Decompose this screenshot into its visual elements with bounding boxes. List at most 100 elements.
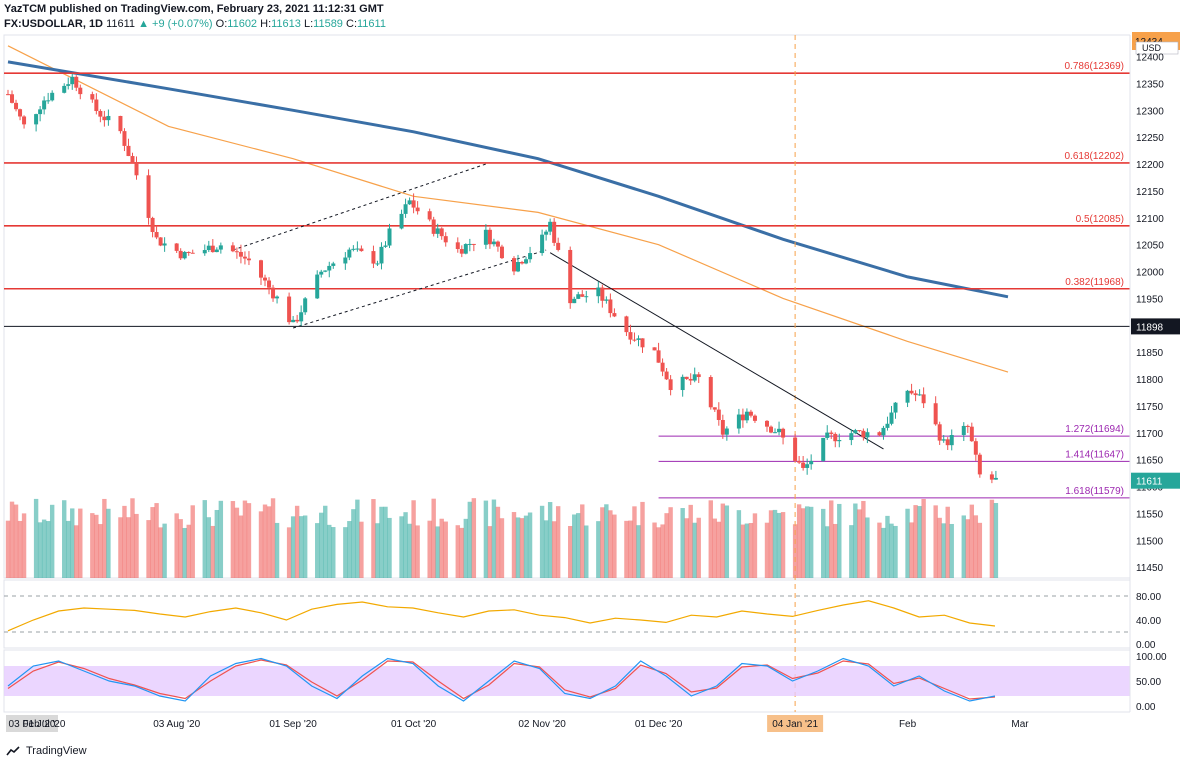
candle-body (977, 454, 982, 475)
tradingview-footer[interactable]: TradingView (6, 745, 87, 757)
currency-badge (1135, 41, 1179, 55)
volume-bar (435, 526, 440, 578)
volume-bar (439, 518, 444, 578)
candle-body (295, 319, 300, 322)
volume-bar (853, 503, 858, 578)
volume-bar (126, 517, 131, 578)
candle-body (516, 262, 521, 272)
current-price-label: 11611 (1136, 477, 1163, 488)
trendlines[interactable] (232, 163, 884, 450)
candle-body (829, 432, 834, 434)
volume-bar (499, 518, 505, 578)
support-line-label-bg (1131, 318, 1180, 335)
candle-body (973, 441, 978, 455)
candle-body (74, 76, 79, 88)
volume-bar (748, 523, 754, 578)
candle-body (463, 244, 468, 254)
candle-body (913, 393, 918, 396)
axes: 12434USD12400123501230012250122001215012… (6, 0, 1184, 768)
volume-bar (656, 527, 661, 578)
fib-label: 1.414(11647) (1065, 449, 1124, 460)
volume-bar (837, 503, 842, 578)
stoch-tick: 0.00 (1136, 702, 1156, 713)
candle-body (961, 425, 966, 436)
moving-averages (7, 45, 1009, 373)
volume-bar (865, 517, 870, 578)
time-label: 01 Jul '20 (23, 719, 66, 730)
candle-body (684, 376, 689, 379)
candle-body (520, 262, 525, 264)
volume-bar (511, 512, 517, 578)
candle-body (993, 477, 998, 480)
volume-bar (555, 506, 561, 578)
grid-lines (3, 34, 1131, 713)
candle-body (584, 296, 589, 298)
candle-body (949, 435, 954, 446)
candle-body (524, 259, 529, 264)
candle-body (825, 432, 830, 438)
candles[interactable] (6, 73, 998, 484)
volume-bar (977, 522, 983, 578)
chart-header: YazTCM published on TradingView.com, Feb… (4, 3, 386, 30)
candle-body (660, 362, 665, 372)
candle-body (905, 390, 910, 403)
candle-body (78, 87, 83, 95)
candle-body (989, 474, 994, 480)
candle-body (652, 347, 657, 351)
volume-bar (70, 508, 75, 578)
candle-body (664, 371, 669, 380)
candle-body (797, 460, 802, 463)
volume-bar (41, 519, 47, 578)
candle-body (427, 211, 432, 220)
volume-bar (580, 504, 585, 578)
volume-bar (359, 521, 364, 578)
volume-bar (523, 515, 529, 578)
volume-bar (825, 526, 830, 578)
tradingview-logo-icon (6, 746, 20, 756)
time-label: 01 Sep '20 (269, 719, 317, 730)
volume-bar (407, 523, 412, 578)
candle-body (853, 430, 858, 434)
candle-body (720, 419, 725, 435)
volume-bar (202, 500, 207, 578)
volume-bar (829, 500, 834, 578)
time-label: 03 Aug '20 (153, 719, 200, 730)
volume-bar (371, 499, 376, 578)
volume-bar (17, 520, 23, 578)
volume-bar (608, 510, 613, 578)
price-tick: 11450 (1136, 563, 1164, 574)
candle-body (499, 246, 504, 259)
candle-body (106, 115, 111, 121)
volume-bar (467, 501, 473, 578)
candle-body (921, 394, 926, 404)
volume-bar (965, 519, 970, 578)
volume-bar (399, 516, 404, 578)
candle-body (42, 100, 47, 110)
volume-bar (286, 527, 292, 578)
candle-body (210, 245, 215, 253)
volume-bar (182, 527, 187, 578)
volume-bar (5, 520, 11, 578)
fib-label: 0.382(11968) (1065, 277, 1124, 288)
candle-body (291, 319, 296, 323)
price-tick: 11850 (1136, 348, 1164, 359)
stoch-tick: 50.00 (1136, 677, 1161, 688)
volume-bar (13, 504, 19, 578)
volume-bar (174, 513, 179, 578)
fib-levels: 0.786(12369) 0.618(12202) 0.5(12085) 0.382(… (4, 35, 1130, 712)
volume-bar (833, 523, 838, 578)
volume-bar (961, 515, 966, 578)
volume-bar (270, 498, 276, 578)
volume-bar (716, 521, 722, 578)
volume-bar (684, 518, 689, 578)
volume-bar (214, 509, 220, 578)
volume-bar (210, 525, 216, 578)
candle-body (917, 394, 922, 396)
support-line-label: 11898 (1136, 322, 1164, 333)
candle-body (94, 99, 99, 111)
rsi-pane-border (3, 579, 1131, 649)
volume-bar (355, 499, 360, 578)
volume-bar (403, 512, 408, 578)
volume-bar (298, 516, 304, 578)
